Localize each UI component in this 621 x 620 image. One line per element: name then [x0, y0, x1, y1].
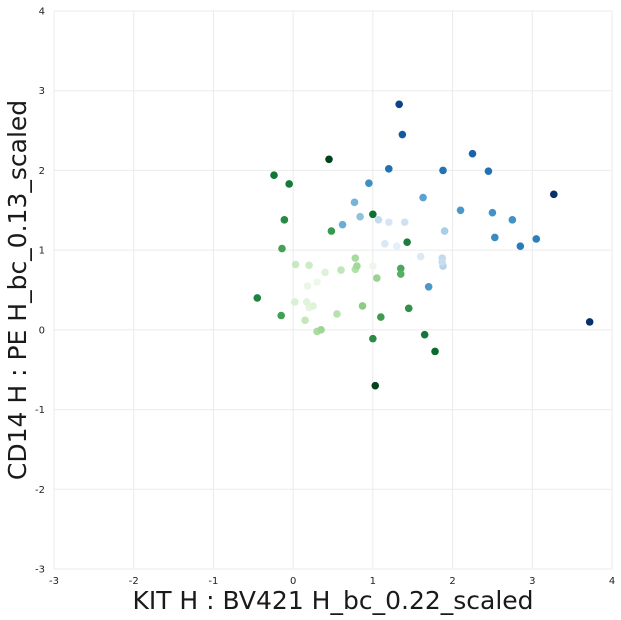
- scatter-point: [416, 252, 425, 261]
- scatter-point: [396, 270, 405, 278]
- scatter-point: [532, 235, 541, 243]
- scatter-point: [395, 100, 403, 109]
- scatter-point: [302, 298, 311, 306]
- scatter-point: [400, 218, 409, 227]
- scatter-point: [350, 198, 359, 207]
- scatter-point: [374, 216, 383, 224]
- scatter-point: [321, 268, 329, 277]
- y-tick-label: 2: [39, 166, 45, 177]
- scatter-point: [325, 155, 333, 164]
- y-tick-label: 4: [39, 7, 45, 18]
- scatter-point: [356, 212, 364, 221]
- scatter-point: [337, 266, 345, 274]
- scatter-point: [392, 242, 401, 250]
- scatter-point: [365, 179, 373, 187]
- scatter-point: [291, 260, 300, 269]
- scatter-point: [313, 278, 321, 286]
- y-tick-label: -3: [35, 565, 45, 576]
- scatter-point: [403, 238, 411, 246]
- scatter-point: [303, 282, 312, 290]
- scatter-point: [585, 318, 594, 326]
- scatter-point: [385, 165, 393, 173]
- scatter-point: [270, 171, 278, 180]
- x-tick-label: 0: [290, 576, 296, 587]
- x-tick-label: 4: [609, 576, 615, 587]
- scatter-point: [253, 294, 262, 302]
- scatter-point: [305, 261, 313, 270]
- scatter-point: [280, 216, 289, 224]
- scatter-point: [317, 326, 325, 334]
- scatter-point: [351, 254, 360, 262]
- scatter-point: [327, 227, 336, 235]
- scatter-point: [369, 262, 377, 270]
- scatter-point: [420, 330, 429, 339]
- x-tick-label: 2: [449, 576, 455, 587]
- scatter-point: [309, 302, 317, 310]
- y-tick-label: -1: [35, 405, 45, 416]
- scatter-point: [301, 316, 309, 325]
- scatter-point: [440, 227, 449, 235]
- scatter-point: [484, 167, 493, 176]
- scatter-point: [371, 381, 380, 390]
- x-tick-label: -3: [49, 576, 59, 587]
- scatter-point: [381, 239, 389, 248]
- scatter-point: [285, 180, 293, 188]
- x-tick-label: -1: [208, 576, 218, 587]
- scatter-point: [508, 216, 517, 224]
- scatter-point: [396, 264, 405, 273]
- scatter-point: [491, 233, 499, 242]
- scatter-point: [277, 311, 285, 320]
- y-tick-labels: -3 -2 -1 0 1 2 3 4: [35, 7, 45, 576]
- scatter-point: [468, 149, 477, 158]
- scatter-point: [290, 298, 299, 306]
- scatter-point: [404, 304, 413, 313]
- scatter-point: [516, 242, 525, 250]
- x-tick-label: -2: [129, 576, 139, 587]
- scatter-point: [385, 218, 393, 227]
- x-axis-label: KIT H : BV421 H_bc_0.22_scaled: [132, 586, 533, 615]
- scatter-point: [438, 258, 447, 266]
- scatter-point: [338, 220, 347, 229]
- y-tick-label: 3: [39, 86, 45, 97]
- scatter-point: [431, 347, 439, 356]
- x-tick-label: 1: [370, 576, 376, 587]
- grid: [53, 10, 613, 570]
- scatter-point: [333, 310, 341, 318]
- scatter-point: [488, 208, 497, 217]
- scatter-point: [353, 262, 361, 270]
- y-tick-label: -2: [35, 485, 45, 496]
- scatter-point: [278, 244, 286, 253]
- y-tick-label: 0: [39, 325, 45, 336]
- x-tick-label: 3: [529, 576, 535, 587]
- scatter-points: [253, 100, 594, 390]
- y-axis-label: CD14 H : PE H_bc_0.13_scaled: [3, 100, 32, 480]
- scatter-point: [424, 283, 433, 291]
- scatter-point: [456, 206, 465, 215]
- y-tick-label: 1: [39, 246, 45, 257]
- x-tick-labels: -3 -2 -1 0 1 2 3 4: [49, 576, 615, 587]
- scatter-point: [373, 274, 381, 282]
- scatter-point: [369, 210, 377, 219]
- scatter-point: [439, 166, 447, 175]
- scatter-point: [358, 302, 367, 310]
- scatter-point: [419, 193, 427, 202]
- scatter-point: [369, 334, 377, 343]
- scatter-point: [377, 313, 385, 321]
- scatter-point: [550, 190, 558, 199]
- scatter-point: [398, 130, 407, 139]
